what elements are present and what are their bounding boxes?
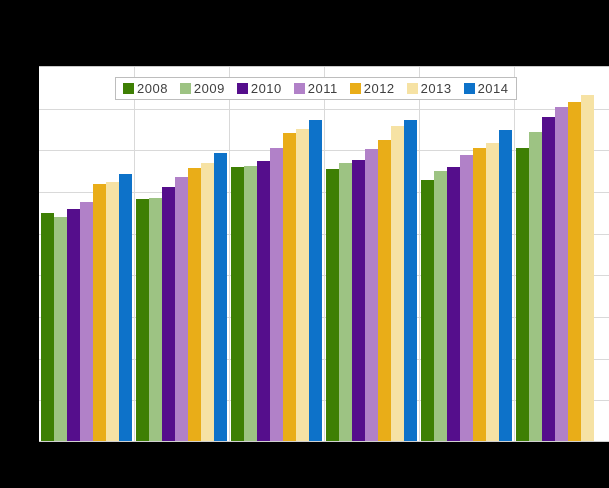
bar-2011-group1 [80, 202, 93, 441]
vertical-gridline [514, 67, 515, 442]
legend-item-2014: 2014 [463, 81, 509, 96]
bar-2011-group2 [175, 177, 188, 441]
bar-2011-group3 [270, 148, 283, 441]
bar-2014-group4 [404, 120, 417, 441]
legend-item-2010: 2010 [236, 81, 282, 96]
legend-item-2011: 2011 [293, 81, 338, 96]
bar-2010-group2 [162, 187, 175, 441]
bar-2008-group5 [421, 180, 434, 441]
bar-2010-group3 [257, 161, 270, 441]
bar-2008-group6 [516, 148, 529, 441]
legend-swatch-icon [123, 83, 134, 94]
vertical-gridline [229, 67, 230, 442]
bar-2010-group6 [542, 117, 555, 441]
legend-swatch-icon [463, 83, 475, 94]
bar-2014-group2 [214, 153, 227, 441]
bar-2013-group4 [391, 126, 404, 441]
vertical-gridline [324, 67, 325, 442]
bar-2009-group3 [244, 166, 257, 441]
legend-label: 2013 [420, 81, 452, 96]
legend-label: 2012 [363, 81, 395, 96]
bar-2009-group6 [529, 132, 542, 441]
bar-2013-group2 [201, 163, 214, 441]
bar-2012-group5 [473, 148, 486, 441]
legend-swatch-icon [406, 83, 418, 94]
bar-2013-group5 [486, 143, 499, 441]
bar-2013-group3 [296, 129, 309, 441]
bar-2008-group3 [231, 167, 244, 441]
legend-item-2008: 2008 [123, 82, 168, 95]
bar-2012-group6 [568, 102, 581, 441]
bar-2012-group3 [283, 133, 296, 441]
bar-2013-group1 [106, 182, 119, 441]
bar-2013-group6 [581, 95, 594, 441]
bar-2009-group4 [339, 163, 352, 441]
bar-2010-group1 [67, 209, 80, 441]
bar-2014-group3 [309, 120, 322, 441]
legend-label: 2011 [307, 81, 338, 96]
bar-2014-group1 [119, 174, 132, 441]
x-axis-baseline [39, 441, 609, 442]
bar-2009-group2 [149, 198, 162, 441]
bar-2008-group4 [326, 169, 339, 441]
legend-swatch-icon [349, 83, 361, 94]
bar-2008-group1 [41, 213, 54, 441]
bar-2011-group6 [555, 107, 568, 441]
bar-2014-group5 [499, 130, 512, 441]
legend-item-2009: 2009 [179, 81, 225, 96]
legend-label: 2014 [477, 81, 509, 96]
vertical-gridline [134, 67, 135, 442]
legend-swatch-icon [179, 83, 191, 94]
bar-2011-group5 [460, 155, 473, 441]
legend-label: 2009 [193, 81, 225, 96]
bar-2009-group5 [434, 171, 447, 441]
bar-2012-group4 [378, 140, 391, 441]
bar-2008-group2 [136, 199, 149, 441]
legend-item-2012: 2012 [349, 81, 395, 96]
legend-item-2013: 2013 [406, 81, 452, 96]
plot-area [39, 66, 609, 442]
legend-swatch-icon [293, 83, 305, 94]
bar-2010-group4 [352, 160, 365, 441]
bar-2011-group4 [365, 149, 378, 441]
bar-2012-group2 [188, 168, 201, 441]
legend-label: 2008 [137, 81, 168, 96]
legend-label: 2010 [250, 81, 282, 96]
vertical-gridline [419, 67, 420, 442]
bar-2010-group5 [447, 167, 460, 441]
bar-2012-group1 [93, 184, 106, 441]
legend-swatch-icon [236, 83, 248, 94]
legend: 2008 2009 2010 2011 2012 2013 2014 [115, 77, 517, 100]
bar-2009-group1 [54, 217, 67, 441]
